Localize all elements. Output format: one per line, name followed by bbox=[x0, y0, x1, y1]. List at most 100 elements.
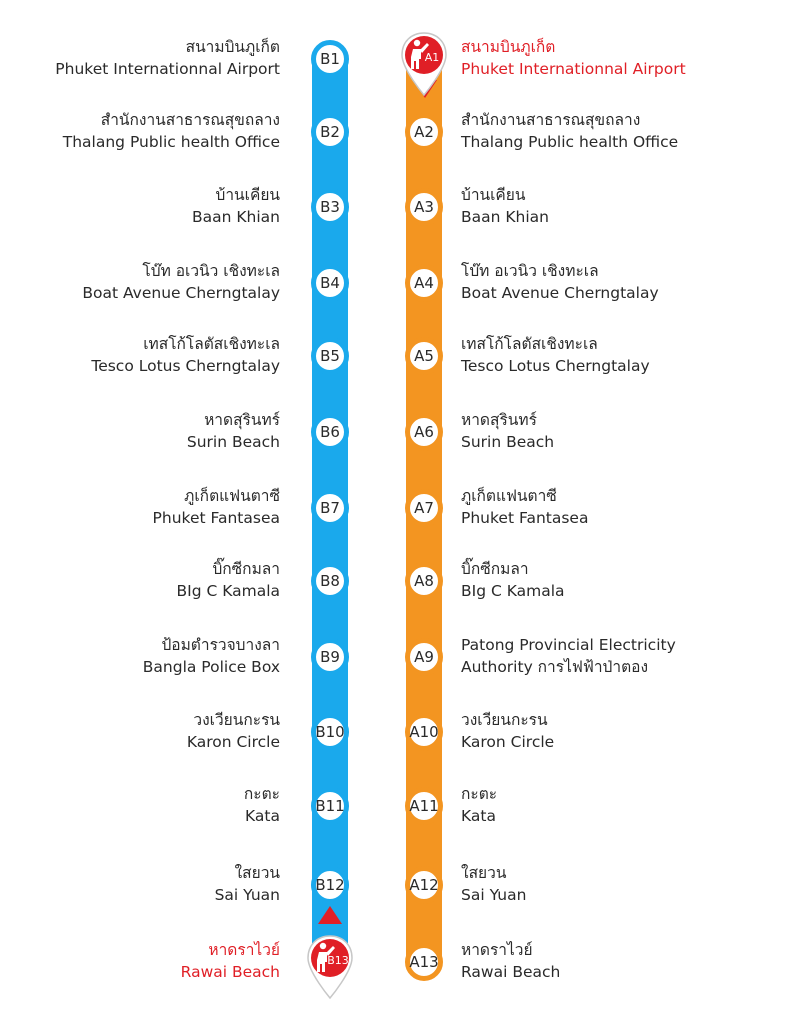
stop-name-th: ป้อมตำรวจบางลา bbox=[161, 636, 280, 654]
stop-name-th: บ้านเคียน bbox=[461, 186, 526, 204]
stop-label-a12: ใสยวน Sai Yuan bbox=[461, 862, 526, 906]
stop-label-a8: บิ๊กซีกมลา BIg C Kamala bbox=[461, 558, 565, 602]
stop-name-en: Bangla Police Box bbox=[142, 658, 280, 676]
stop-label-a1: สนามบินภูเก็ต Phuket Internationnal Airpo… bbox=[461, 36, 686, 80]
stop-b8: B8 bbox=[311, 562, 349, 600]
stop-label-a4: โบ๊ท อเวนิว เชิงทะเล Boat Avenue Cherngta… bbox=[461, 260, 659, 304]
stop-label-a13: หาดราไวย์ Rawai Beach bbox=[461, 939, 560, 983]
stop-name-en: Baan Khian bbox=[192, 208, 280, 226]
stop-label-b11: กะตะ Kata bbox=[244, 783, 280, 827]
stop-name-th: ภูเก็ตแฟนตาซี bbox=[461, 487, 557, 505]
stop-a6: A6 bbox=[405, 413, 443, 451]
stop-a12: A12 bbox=[405, 866, 443, 904]
stop-label-a7: ภูเก็ตแฟนตาซี Phuket Fantasea bbox=[461, 485, 588, 529]
stop-name-en: Rawai Beach bbox=[461, 963, 561, 981]
stop-name-th: เทสโก้โลตัสเชิงทะเล bbox=[143, 335, 280, 353]
stop-label-b6: หาดสุรินทร์ Surin Beach bbox=[187, 409, 280, 453]
stop-a8: A8 bbox=[405, 562, 443, 600]
stop-a10: A10 bbox=[405, 713, 443, 751]
stop-name-th: หาดราไวย์ bbox=[461, 941, 533, 959]
stop-b1: B1 bbox=[311, 40, 349, 78]
stop-name-th: โบ๊ท อเวนิว เชิงทะเล bbox=[142, 262, 280, 280]
stop-name-th: ภูเก็ตแฟนตาซี bbox=[184, 487, 280, 505]
stop-name-en: Tesco Lotus Cherngtalay bbox=[461, 357, 650, 375]
stop-name-th: บิ๊กซีกมลา bbox=[461, 560, 529, 578]
stop-b2: B2 bbox=[311, 113, 349, 151]
pin-stop-code: A1 bbox=[425, 51, 440, 64]
stop-label-b7: ภูเก็ตแฟนตาซี Phuket Fantasea bbox=[153, 485, 280, 529]
stop-name-en: BIg C Kamala bbox=[176, 582, 280, 600]
stop-a11: A11 bbox=[405, 787, 443, 825]
stop-b5: B5 bbox=[311, 337, 349, 375]
stop-label-a9: Patong Provincial Electricity Authority ก… bbox=[461, 634, 676, 678]
stop-label-a2: สำนักงานสาธารณสุขถลาง Thalang Public heal… bbox=[461, 109, 678, 153]
stop-name-en: Phuket Internationnal Airport bbox=[461, 60, 686, 78]
stop-name-th: กะตะ bbox=[461, 785, 498, 803]
stop-name-en: Kata bbox=[245, 807, 280, 825]
stop-name-th: โบ๊ท อเวนิว เชิงทะเล bbox=[461, 262, 599, 280]
stop-name-en: Karon Circle bbox=[461, 733, 555, 751]
stop-name-en: Phuket Internationnal Airport bbox=[55, 60, 280, 78]
stop-label-b4: โบ๊ท อเวนิว เชิงทะเล Boat Avenue Cherngta… bbox=[82, 260, 280, 304]
stop-name-th: หาดสุรินทร์ bbox=[204, 411, 280, 429]
stop-label-b8: บิ๊กซีกมลา BIg C Kamala bbox=[176, 558, 280, 602]
stop-pin-a1: A1 bbox=[401, 32, 447, 97]
stop-name-th: หาดสุรินทร์ bbox=[461, 411, 537, 429]
stop-name-en: Thalang Public health Office bbox=[62, 133, 280, 151]
stop-a13: A13 bbox=[405, 943, 443, 981]
stop-name-th: บ้านเคียน bbox=[215, 186, 280, 204]
stop-label-b2: สำนักงานสาธารณสุขถลาง Thalang Public heal… bbox=[63, 109, 280, 153]
stop-name-en: Phuket Fantasea bbox=[152, 509, 280, 527]
stop-a2: A2 bbox=[405, 113, 443, 151]
stop-name-en: Surin Beach bbox=[186, 433, 280, 451]
stop-name-en: Boat Avenue Cherngtalay bbox=[82, 284, 280, 302]
end-arrow-icon bbox=[318, 906, 342, 924]
pin-stop-code: B13 bbox=[327, 954, 349, 967]
stop-a3: A3 bbox=[405, 188, 443, 226]
stop-a7: A7 bbox=[405, 489, 443, 527]
stop-b10: B10 bbox=[311, 713, 349, 751]
stop-name-en: Karon Circle bbox=[186, 733, 280, 751]
stop-name-th: หาดราไวย์ bbox=[208, 941, 280, 959]
stop-b9: B9 bbox=[311, 638, 349, 676]
stop-name-en: Sai Yuan bbox=[214, 886, 280, 904]
stop-b12: B12 bbox=[311, 866, 349, 904]
stop-label-a3: บ้านเคียน Baan Khian bbox=[461, 184, 549, 228]
stop-name-th: สำนักงานสาธารณสุขถลาง bbox=[100, 111, 280, 129]
stop-name-th: สนามบินภูเก็ต bbox=[185, 38, 280, 56]
stop-name-th: กะตะ bbox=[243, 785, 280, 803]
stop-name-en: Surin Beach bbox=[461, 433, 555, 451]
stop-label-a11: กะตะ Kata bbox=[461, 783, 497, 827]
stop-name-en: BIg C Kamala bbox=[461, 582, 565, 600]
stop-name-en: Sai Yuan bbox=[461, 886, 527, 904]
stop-name-th: สำนักงานสาธารณสุขถลาง bbox=[461, 111, 641, 129]
stop-name-en: Kata bbox=[461, 807, 496, 825]
stop-b7: B7 bbox=[311, 489, 349, 527]
stop-label-b9: ป้อมตำรวจบางลา Bangla Police Box bbox=[143, 634, 280, 678]
stop-label-a5: เทสโก้โลตัสเชิงทะเล Tesco Lotus Cherngtal… bbox=[461, 333, 650, 377]
stop-b11: B11 bbox=[311, 787, 349, 825]
stop-a9: A9 bbox=[405, 638, 443, 676]
stop-name-th: ใสยวน bbox=[461, 864, 507, 882]
stop-name-th: Patong Provincial Electricity bbox=[461, 636, 676, 654]
stop-name-th: ใสยวน bbox=[234, 864, 280, 882]
stop-a4: A4 bbox=[405, 264, 443, 302]
stop-name-en: Authority การไฟฟ้าป่าตอง bbox=[461, 658, 649, 676]
stop-name-th: เทสโก้โลตัสเชิงทะเล bbox=[461, 335, 598, 353]
stop-label-b3: บ้านเคียน Baan Khian bbox=[192, 184, 280, 228]
stop-label-b12: ใสยวน Sai Yuan bbox=[215, 862, 280, 906]
stop-name-en: Baan Khian bbox=[461, 208, 549, 226]
stop-label-b10: วงเวียนกะรน Karon Circle bbox=[187, 709, 280, 753]
stop-label-b1: สนามบินภูเก็ต Phuket Internationnal Airpo… bbox=[55, 36, 280, 80]
stop-b4: B4 bbox=[311, 264, 349, 302]
stop-label-a10: วงเวียนกะรน Karon Circle bbox=[461, 709, 554, 753]
stop-label-b5: เทสโก้โลตัสเชิงทะเล Tesco Lotus Cherngtal… bbox=[91, 333, 280, 377]
stop-name-en: Thalang Public health Office bbox=[461, 133, 679, 151]
stop-label-b13: หาดราไวย์ Rawai Beach bbox=[181, 939, 280, 983]
stop-name-en: Phuket Fantasea bbox=[461, 509, 589, 527]
stop-b3: B3 bbox=[311, 188, 349, 226]
stop-pin-b13: B13 bbox=[307, 935, 353, 1000]
stop-name-th: วงเวียนกะรน bbox=[193, 711, 280, 729]
stop-name-en: Tesco Lotus Cherngtalay bbox=[91, 357, 280, 375]
stop-b6: B6 bbox=[311, 413, 349, 451]
